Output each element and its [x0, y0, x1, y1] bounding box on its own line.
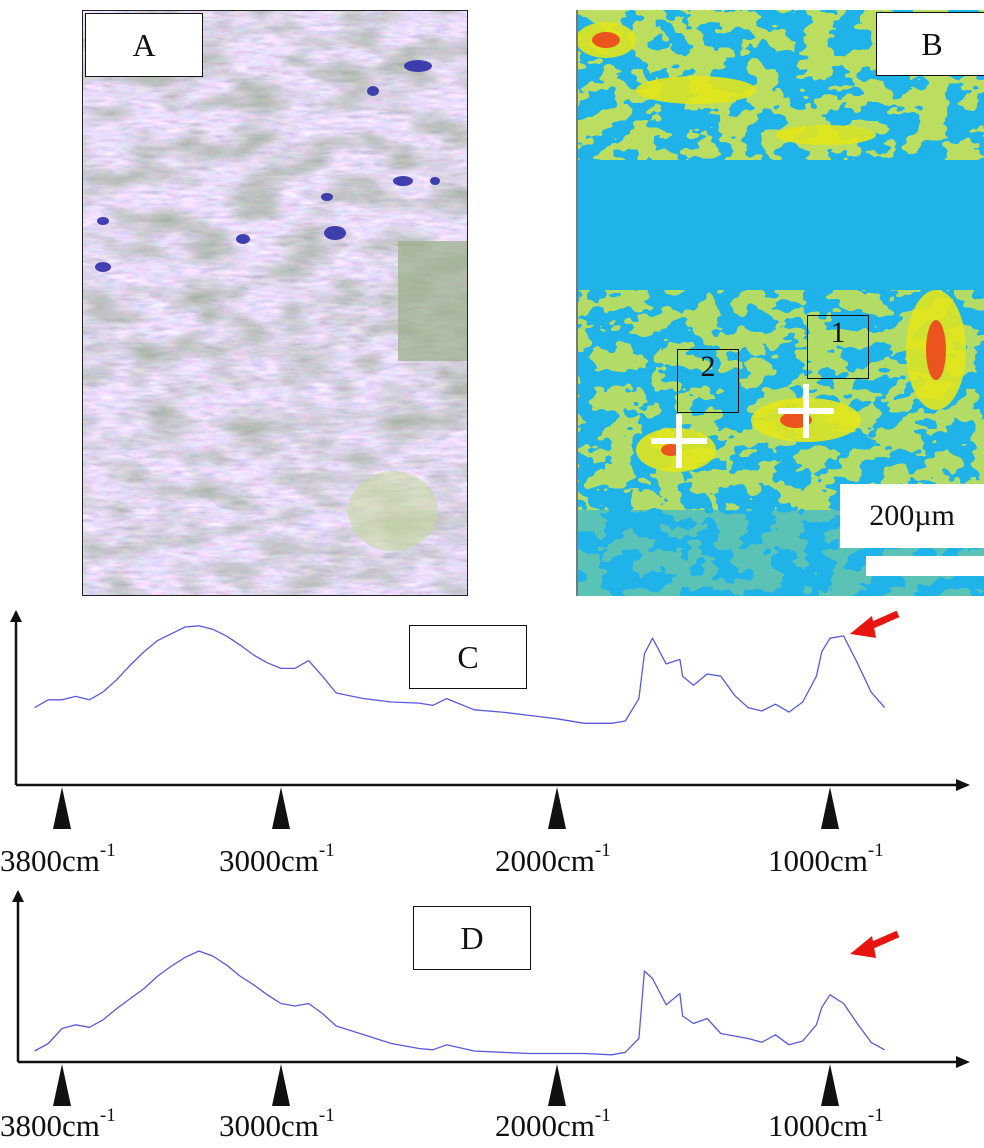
x-tick-label: 3000cm-1	[219, 1104, 335, 1144]
x-tick-label: 1000cm-1	[768, 1104, 884, 1144]
spot-marker-2: 2	[677, 349, 739, 413]
scale-bar-label: 200µm	[840, 484, 984, 548]
x-tick-exponent: -1	[867, 839, 884, 861]
x-tick-value: 3000cm	[219, 1108, 319, 1143]
x-tick-value: 3800cm	[0, 1108, 100, 1143]
x-axis-arrowhead	[956, 779, 970, 791]
x-tick-label: 3000cm-1	[219, 839, 335, 879]
x-tick-value: 3800cm	[0, 843, 100, 878]
x-tick-value: 2000cm	[495, 1108, 595, 1143]
x-tick-label: 2000cm-1	[495, 839, 611, 879]
spot-crosshair-2-v	[676, 414, 682, 468]
spectrum-line	[34, 625, 886, 724]
x-tick-label: 1000cm-1	[768, 839, 884, 879]
x-tick-exponent: -1	[99, 839, 116, 861]
x-tick-value: 2000cm	[495, 843, 595, 878]
x-tick-value: 1000cm	[768, 843, 868, 878]
panel-d-label: D	[413, 906, 531, 970]
x-tick-exponent: -1	[594, 839, 611, 861]
x-tick-exponent: -1	[318, 1104, 335, 1126]
spectrum-c-chart	[10, 610, 970, 829]
x-axis-arrowhead	[956, 1056, 970, 1068]
panel-a-label: A	[85, 13, 203, 77]
scale-bar	[866, 556, 984, 576]
x-tick-marker	[821, 1064, 839, 1106]
x-tick-marker	[548, 1064, 566, 1106]
x-tick-label: 2000cm-1	[495, 1104, 611, 1144]
x-tick-label: 3800cm-1	[0, 839, 116, 879]
panel-b-label: B	[876, 12, 984, 76]
x-tick-exponent: -1	[99, 1104, 116, 1126]
spot-crosshair-1-v	[803, 384, 809, 438]
micrograph-image	[83, 11, 467, 595]
ir-chemical-map-panel: B 1 2 200µm	[576, 10, 984, 596]
optical-micrograph-panel: A	[82, 10, 468, 596]
x-tick-marker	[272, 1064, 290, 1106]
x-tick-exponent: -1	[594, 1104, 611, 1126]
red-arrow-head	[850, 936, 876, 958]
spot-marker-1: 1	[807, 315, 869, 379]
panel-c-label: C	[409, 625, 527, 689]
x-tick-marker	[272, 787, 290, 829]
x-tick-marker	[548, 787, 566, 829]
red-arrow-head	[850, 615, 876, 638]
spectrum-line	[34, 950, 885, 1056]
x-tick-exponent: -1	[318, 839, 335, 861]
x-tick-marker	[821, 787, 839, 829]
x-tick-value: 3000cm	[219, 843, 319, 878]
x-tick-exponent: -1	[867, 1104, 884, 1126]
x-tick-marker	[53, 1064, 71, 1106]
y-axis-arrowhead	[12, 890, 24, 902]
y-axis-arrowhead	[10, 610, 22, 622]
x-tick-value: 1000cm	[768, 1108, 868, 1143]
x-tick-label: 3800cm-1	[0, 1104, 116, 1144]
spectrum-d-chart	[12, 890, 970, 1106]
x-tick-marker	[53, 787, 71, 829]
